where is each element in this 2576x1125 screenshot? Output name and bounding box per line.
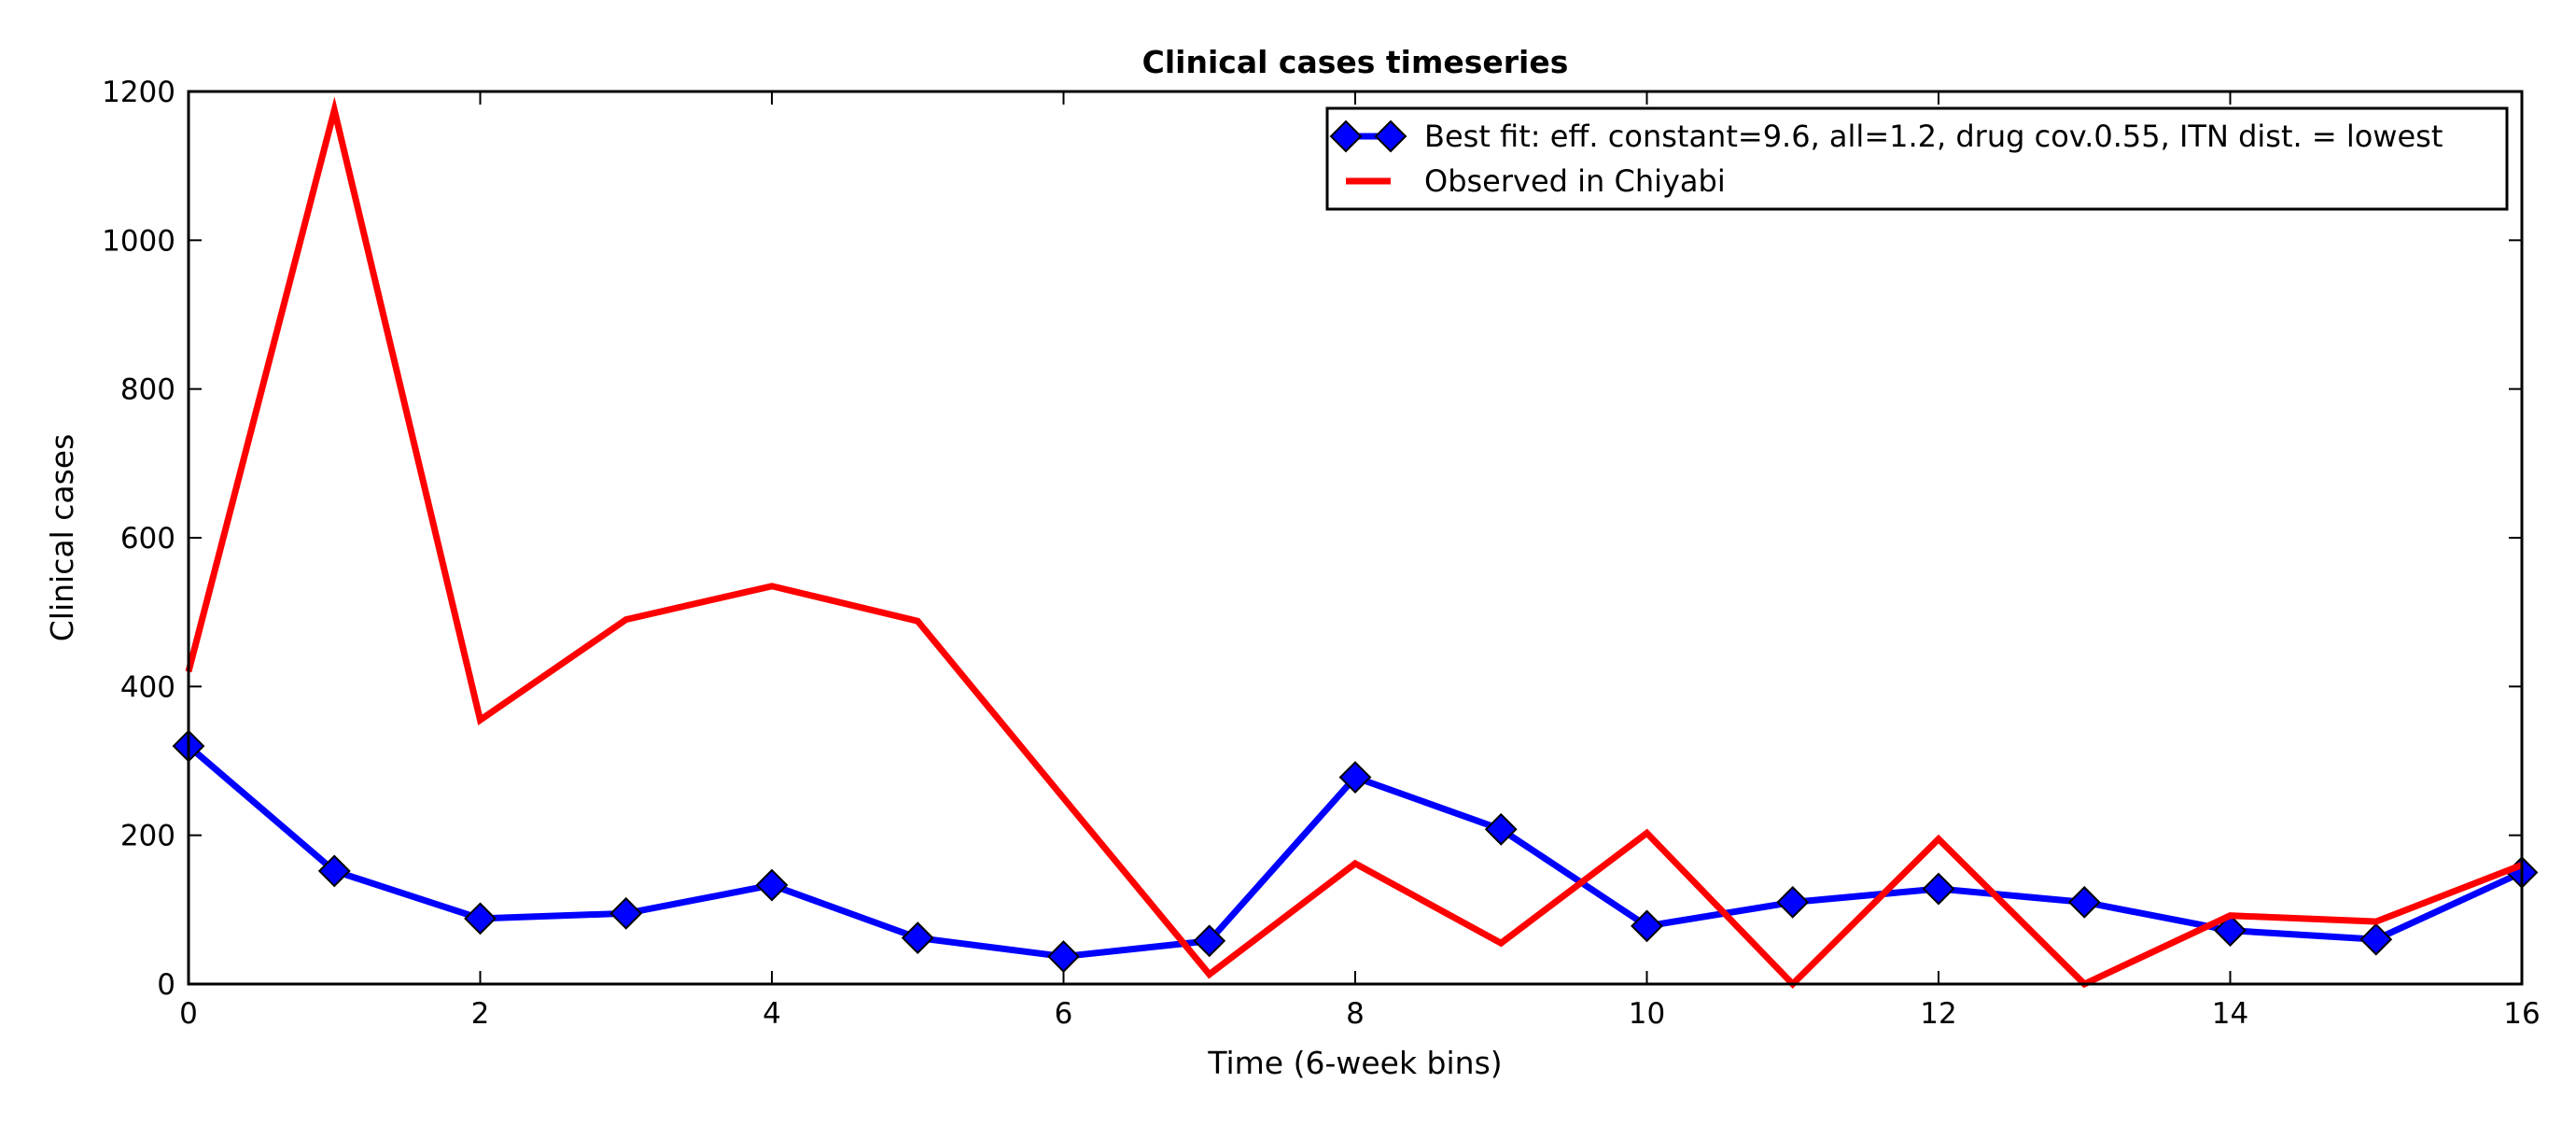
x-tick-label: 4 — [763, 997, 781, 1031]
x-tick-label: 8 — [1346, 997, 1365, 1031]
data-point-marker — [1193, 924, 1226, 958]
series-layer — [172, 96, 2539, 989]
x-tick-label: 16 — [2503, 997, 2540, 1031]
data-point-marker — [1631, 909, 1663, 943]
y-tick-label: 200 — [120, 820, 175, 853]
plot-frame — [187, 90, 2524, 986]
legend-swatch-marker — [1329, 120, 1363, 153]
data-point-marker — [2359, 922, 2393, 956]
chart-title: Clinical cases timeseries — [1142, 44, 1569, 80]
axis-ticks: 0 2 4 6 8 10 12 14 16 0 200 400 600 800 1000 1200 — [102, 76, 2541, 1031]
data-point-marker — [1047, 940, 1080, 973]
legend-box — [1325, 106, 2509, 211]
y-tick-label: 600 — [120, 522, 175, 555]
data-point-marker — [2067, 885, 2101, 919]
legend: Best fit: eff. constant=9.6, all=1.2, dr… — [1325, 106, 2509, 211]
legend-label: Observed in Chiyabi — [1424, 163, 1726, 199]
x-axis-label: Time (6-week bins) — [1207, 1045, 1502, 1081]
data-point-marker — [755, 868, 789, 902]
series-line-observed — [185, 96, 2524, 989]
data-point-marker — [2214, 914, 2247, 948]
x-tick-label: 14 — [2212, 997, 2248, 1031]
legend-label: Best fit: eff. constant=9.6, all=1.2, dr… — [1424, 119, 2443, 154]
x-tick-label: 2 — [471, 997, 490, 1031]
y-tick-label: 1000 — [102, 224, 175, 258]
x-tick-label: 10 — [1629, 997, 1665, 1031]
x-tick-label: 6 — [1055, 997, 1073, 1031]
data-point-marker — [1776, 885, 1810, 919]
y-tick-label: 0 — [157, 968, 175, 1002]
data-point-marker — [1338, 761, 1372, 794]
data-point-marker — [1484, 812, 1518, 846]
x-tick-label: 0 — [179, 997, 198, 1031]
data-point-marker — [317, 854, 351, 888]
y-tick-label: 400 — [120, 670, 175, 704]
y-tick-label: 800 — [120, 373, 175, 407]
data-point-marker — [1922, 872, 1955, 906]
y-tick-label: 1200 — [102, 76, 175, 109]
legend-swatch-marker — [1374, 120, 1407, 153]
data-point-marker — [901, 921, 934, 955]
x-tick-label: 12 — [1920, 997, 1956, 1031]
data-point-marker — [609, 896, 643, 930]
y-axis-label: Clinical cases — [44, 434, 80, 642]
legend-items: Best fit: eff. constant=9.6, all=1.2, dr… — [1329, 119, 2443, 199]
data-point-marker — [464, 902, 497, 935]
